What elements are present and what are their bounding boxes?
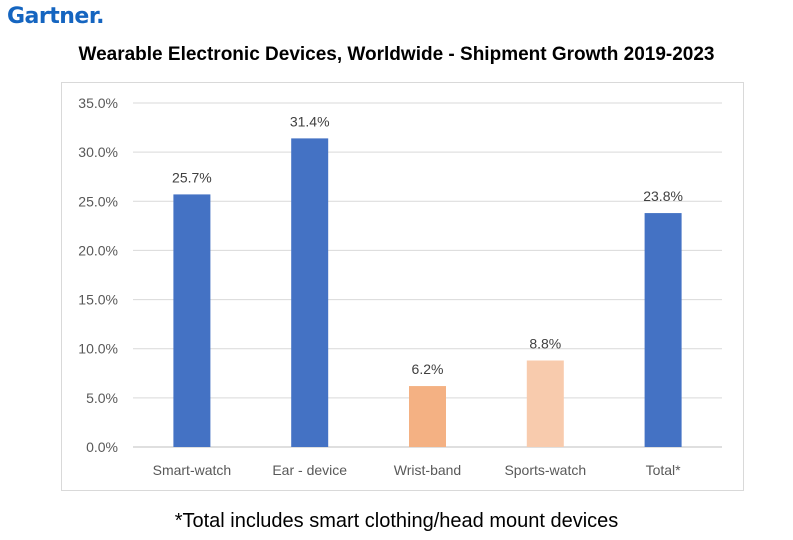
x-tick-label: Total*: [646, 462, 682, 478]
data-label: 31.4%: [290, 113, 330, 129]
data-label: 25.7%: [172, 169, 212, 185]
chart-frame: [61, 82, 744, 491]
y-tick-label: 20.0%: [78, 242, 118, 258]
y-tick-label: 0.0%: [86, 439, 118, 455]
y-tick-label: 30.0%: [78, 144, 118, 160]
data-label: 6.2%: [412, 361, 444, 377]
bar: [526, 360, 564, 447]
bar: [291, 138, 329, 447]
x-tick-label: Sports-watch: [504, 462, 586, 478]
y-tick-label: 25.0%: [78, 193, 118, 209]
x-tick-label: Ear - device: [272, 462, 347, 478]
y-tick-label: 5.0%: [86, 390, 118, 406]
y-tick-label: 35.0%: [78, 95, 118, 111]
gartner-logo: Gartner.: [7, 4, 104, 29]
data-label: 8.8%: [529, 336, 561, 352]
data-label: 23.8%: [643, 188, 683, 204]
bar: [173, 194, 211, 447]
x-tick-label: Smart-watch: [153, 462, 232, 478]
bar: [409, 386, 446, 447]
footnote: *Total includes smart clothing/head moun…: [174, 510, 619, 532]
y-tick-label: 10.0%: [78, 341, 118, 357]
y-tick-label: 15.0%: [78, 292, 118, 308]
x-tick-label: Wrist-band: [394, 462, 461, 478]
chart-title: Wearable Electronic Devices, Worldwide -…: [78, 44, 715, 65]
bar: [644, 213, 682, 447]
